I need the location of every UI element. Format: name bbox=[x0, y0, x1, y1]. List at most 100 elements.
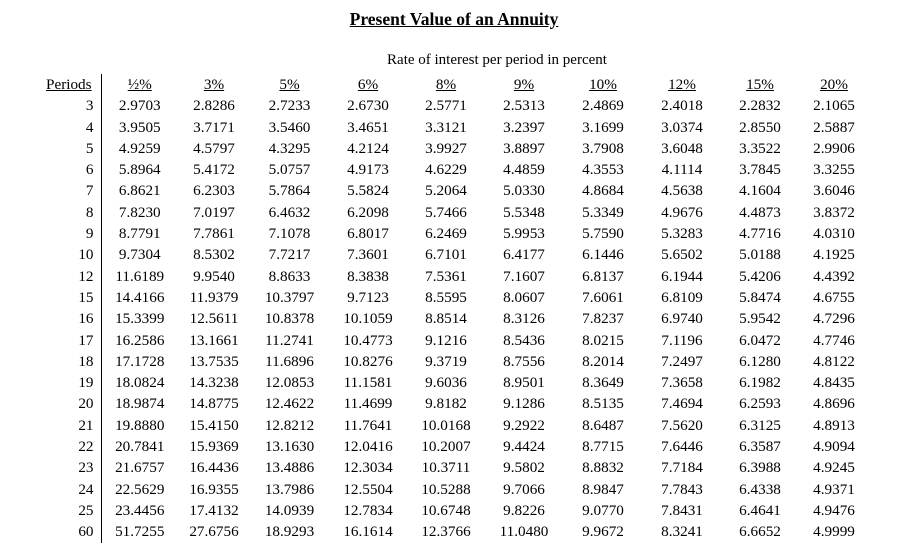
value-cell: 5.0757 bbox=[268, 161, 311, 179]
value-cell: 7.7217 bbox=[268, 246, 311, 264]
value-cell: 10.3711 bbox=[421, 459, 471, 477]
value-cell: 4.9094 bbox=[813, 438, 855, 456]
value-cell: 14.4166 bbox=[115, 288, 165, 306]
value-cell: 16.2586 bbox=[115, 331, 165, 349]
value-cell: 11.6896 bbox=[265, 352, 314, 370]
period-cell: 21 bbox=[42, 414, 102, 437]
period-cell: 24 bbox=[42, 478, 102, 500]
value-cell: 13.7986 bbox=[264, 480, 315, 498]
value-cell: 5.5348 bbox=[503, 203, 545, 221]
value-cell: 3.7908 bbox=[582, 139, 624, 157]
table-row: 21 19.8880 15.4150 12.8212 11.7641 10.0168 9.2… bbox=[42, 414, 869, 437]
value-cell: 7.1078 bbox=[268, 225, 311, 243]
value-cell: 13.1661 bbox=[189, 331, 239, 349]
value-cell: 22.5629 bbox=[115, 480, 165, 498]
period-cell: 5 bbox=[42, 137, 102, 160]
value-cell: 9.1286 bbox=[503, 395, 545, 413]
value-cell: 10.5288 bbox=[421, 480, 471, 498]
value-cell: 9.8182 bbox=[425, 395, 467, 413]
value-cell: 6.1280 bbox=[739, 352, 781, 370]
value-cell: 11.7641 bbox=[343, 416, 393, 434]
value-cell: 8.9501 bbox=[503, 374, 545, 392]
value-cell: 4.4392 bbox=[813, 267, 855, 285]
value-cell: 3.8372 bbox=[813, 203, 855, 221]
period-cell: 19 bbox=[42, 372, 102, 394]
value-cell: 13.7535 bbox=[189, 352, 239, 370]
value-cell: 4.9259 bbox=[118, 139, 161, 157]
value-cell: 5.0188 bbox=[739, 246, 781, 264]
value-cell: 9.6036 bbox=[425, 374, 467, 392]
value-cell: 6.1446 bbox=[582, 246, 624, 264]
value-cell: 4.8122 bbox=[813, 352, 855, 370]
value-cell: 3.7171 bbox=[193, 118, 235, 136]
value-cell: 4.4873 bbox=[739, 203, 781, 221]
value-cell: 9.9672 bbox=[582, 523, 624, 541]
value-cell: 51.7255 bbox=[115, 523, 165, 541]
value-cell: 12.4622 bbox=[264, 395, 315, 413]
value-cell: 7.8431 bbox=[661, 501, 703, 519]
value-cell: 4.3553 bbox=[582, 161, 624, 179]
value-cell: 3.7845 bbox=[739, 161, 781, 179]
period-cell: 15 bbox=[42, 286, 102, 309]
value-cell: 2.9906 bbox=[813, 139, 855, 157]
value-cell: 3.5460 bbox=[268, 118, 311, 136]
value-cell: 10.0168 bbox=[421, 416, 471, 434]
annuity-table: Periods ½% 3% 5% 6% 8% 9% 10% 12% 15% 20… bbox=[42, 74, 870, 543]
value-cell: 8.6487 bbox=[582, 416, 624, 434]
value-cell: 4.2124 bbox=[347, 139, 389, 157]
value-cell: 7.0197 bbox=[193, 203, 235, 221]
value-cell: 6.7101 bbox=[425, 246, 467, 264]
value-cell: 5.9953 bbox=[503, 225, 545, 243]
value-cell: 8.9847 bbox=[582, 480, 624, 498]
value-cell: 12.7834 bbox=[343, 501, 393, 519]
value-cell: 6.2303 bbox=[193, 182, 235, 200]
value-cell: 4.9371 bbox=[813, 480, 855, 498]
value-cell: 6.2469 bbox=[425, 225, 467, 243]
value-cell: 23.4456 bbox=[115, 501, 165, 519]
value-cell: 5.4172 bbox=[193, 161, 235, 179]
value-cell: 4.1925 bbox=[813, 246, 855, 264]
value-cell: 15.3399 bbox=[115, 310, 165, 328]
value-cell: 2.4869 bbox=[582, 97, 624, 115]
value-cell: 7.7861 bbox=[193, 225, 235, 243]
value-cell: 6.4641 bbox=[739, 501, 781, 519]
value-cell: 10.8276 bbox=[343, 352, 393, 370]
value-cell: 12.5611 bbox=[189, 310, 239, 328]
value-cell: 12.3766 bbox=[421, 523, 471, 541]
value-cell: 12.0853 bbox=[264, 374, 315, 392]
value-cell: 8.8832 bbox=[582, 459, 624, 477]
value-cell: 6.1944 bbox=[661, 267, 703, 285]
value-cell: 11.0480 bbox=[499, 523, 549, 541]
period-cell: 60 bbox=[42, 521, 102, 543]
value-cell: 18.9293 bbox=[264, 523, 315, 541]
period-cell: 16 bbox=[42, 308, 102, 330]
value-cell: 2.5771 bbox=[425, 97, 467, 115]
rate-header: 15% bbox=[746, 76, 774, 93]
period-cell: 12 bbox=[42, 265, 102, 287]
value-cell: 5.8964 bbox=[118, 161, 161, 179]
value-cell: 8.2014 bbox=[582, 352, 624, 370]
value-cell: 19.8880 bbox=[115, 416, 165, 434]
table-row: 18 17.1728 13.7535 11.6896 10.8276 9.3719 8.75… bbox=[42, 350, 869, 373]
value-cell: 2.8286 bbox=[193, 97, 235, 115]
value-cell: 2.8550 bbox=[739, 118, 781, 136]
value-cell: 9.7066 bbox=[503, 480, 545, 498]
table-row: 20 18.9874 14.8775 12.4622 11.4699 9.8182 9.12… bbox=[42, 393, 869, 415]
value-cell: 5.0330 bbox=[503, 182, 545, 200]
value-cell: 10.6748 bbox=[421, 501, 471, 519]
rate-header: ½% bbox=[127, 76, 152, 93]
value-cell: 9.4424 bbox=[503, 438, 545, 456]
rate-header: 6% bbox=[357, 76, 379, 93]
value-cell: 5.3349 bbox=[582, 203, 624, 221]
value-cell: 8.3241 bbox=[661, 523, 703, 541]
value-cell: 8.7791 bbox=[118, 225, 161, 243]
value-cell: 7.5620 bbox=[661, 416, 703, 434]
value-cell: 5.5824 bbox=[347, 182, 389, 200]
value-cell: 12.8212 bbox=[264, 416, 315, 434]
value-cell: 6.4632 bbox=[268, 203, 311, 221]
value-cell: 2.2832 bbox=[739, 97, 781, 115]
table-row: 3 2.9703 2.8286 2.7233 2.6730 2.5771 2.5313 2.4… bbox=[42, 95, 869, 117]
value-cell: 2.7233 bbox=[268, 97, 311, 115]
value-cell: 7.8237 bbox=[582, 310, 624, 328]
value-cell: 6.8017 bbox=[347, 225, 389, 243]
